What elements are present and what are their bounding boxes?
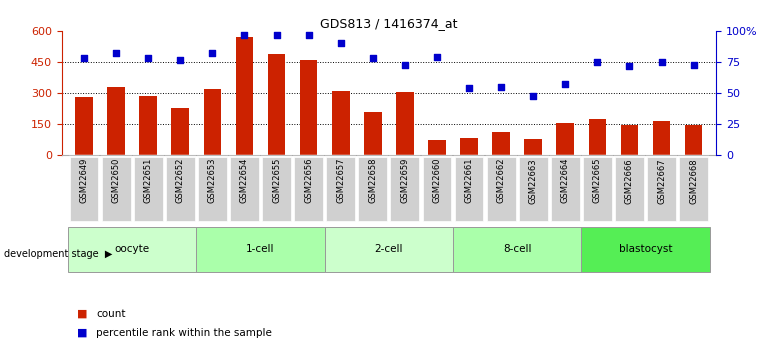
FancyBboxPatch shape bbox=[679, 157, 708, 221]
Point bbox=[495, 84, 507, 90]
Bar bbox=[396, 92, 413, 155]
Point bbox=[303, 32, 315, 38]
Text: GSM22657: GSM22657 bbox=[336, 158, 345, 204]
Text: ■: ■ bbox=[77, 309, 88, 319]
Bar bbox=[236, 37, 253, 155]
Bar bbox=[364, 112, 382, 155]
Point bbox=[399, 62, 411, 67]
Text: GSM22649: GSM22649 bbox=[79, 158, 89, 203]
Bar bbox=[300, 60, 317, 155]
Text: GSM22660: GSM22660 bbox=[433, 158, 441, 204]
FancyBboxPatch shape bbox=[615, 157, 644, 221]
Point bbox=[527, 93, 539, 98]
Point bbox=[110, 51, 122, 56]
Text: percentile rank within the sample: percentile rank within the sample bbox=[96, 328, 272, 338]
Text: GSM22662: GSM22662 bbox=[497, 158, 506, 204]
FancyBboxPatch shape bbox=[102, 157, 131, 221]
Text: GSM22652: GSM22652 bbox=[176, 158, 185, 203]
Bar bbox=[588, 119, 606, 155]
FancyBboxPatch shape bbox=[230, 157, 259, 221]
Text: GSM22658: GSM22658 bbox=[368, 158, 377, 204]
Bar bbox=[685, 125, 702, 155]
Text: ■: ■ bbox=[77, 328, 88, 338]
FancyBboxPatch shape bbox=[325, 227, 453, 272]
Bar bbox=[268, 54, 286, 155]
FancyBboxPatch shape bbox=[68, 227, 196, 272]
FancyBboxPatch shape bbox=[358, 157, 387, 221]
Text: GSM22665: GSM22665 bbox=[593, 158, 602, 204]
Text: GSM22659: GSM22659 bbox=[400, 158, 410, 203]
Point bbox=[559, 82, 571, 87]
Text: oocyte: oocyte bbox=[115, 244, 149, 254]
Point bbox=[270, 32, 283, 38]
Point bbox=[239, 32, 251, 38]
FancyBboxPatch shape bbox=[423, 157, 451, 221]
Bar bbox=[621, 125, 638, 155]
Bar bbox=[524, 139, 542, 155]
Point bbox=[431, 55, 444, 60]
Text: GSM22651: GSM22651 bbox=[144, 158, 152, 203]
Point bbox=[206, 51, 219, 56]
Text: GSM22650: GSM22650 bbox=[112, 158, 121, 203]
Bar bbox=[492, 132, 510, 155]
Text: GSM22666: GSM22666 bbox=[625, 158, 634, 204]
Point bbox=[367, 56, 379, 61]
FancyBboxPatch shape bbox=[454, 157, 484, 221]
Text: development stage  ▶: development stage ▶ bbox=[4, 249, 112, 258]
Text: count: count bbox=[96, 309, 126, 319]
Bar bbox=[428, 140, 446, 155]
Text: GSM22653: GSM22653 bbox=[208, 158, 217, 204]
FancyBboxPatch shape bbox=[262, 157, 291, 221]
Point bbox=[174, 57, 186, 62]
Bar bbox=[172, 108, 189, 155]
Text: 1-cell: 1-cell bbox=[246, 244, 275, 254]
Text: GSM22667: GSM22667 bbox=[657, 158, 666, 204]
Text: blastocyst: blastocyst bbox=[619, 244, 672, 254]
FancyBboxPatch shape bbox=[134, 157, 162, 221]
Point bbox=[463, 86, 475, 91]
Point bbox=[591, 59, 604, 65]
Point bbox=[142, 56, 155, 61]
Bar bbox=[332, 91, 350, 155]
Text: 8-cell: 8-cell bbox=[503, 244, 531, 254]
FancyBboxPatch shape bbox=[198, 157, 227, 221]
Title: GDS813 / 1416374_at: GDS813 / 1416374_at bbox=[320, 17, 457, 30]
FancyBboxPatch shape bbox=[581, 227, 710, 272]
FancyBboxPatch shape bbox=[196, 227, 325, 272]
Bar bbox=[75, 97, 93, 155]
Text: GSM22655: GSM22655 bbox=[272, 158, 281, 203]
Bar bbox=[653, 121, 671, 155]
Text: GSM22664: GSM22664 bbox=[561, 158, 570, 204]
FancyBboxPatch shape bbox=[453, 227, 581, 272]
FancyBboxPatch shape bbox=[326, 157, 355, 221]
FancyBboxPatch shape bbox=[583, 157, 612, 221]
Bar bbox=[557, 123, 574, 155]
Text: GSM22668: GSM22668 bbox=[689, 158, 698, 204]
FancyBboxPatch shape bbox=[551, 157, 580, 221]
FancyBboxPatch shape bbox=[69, 157, 99, 221]
Point bbox=[624, 63, 636, 69]
Point bbox=[655, 59, 668, 65]
Bar bbox=[107, 87, 125, 155]
Bar bbox=[460, 138, 478, 155]
Text: 2-cell: 2-cell bbox=[374, 244, 403, 254]
Point bbox=[334, 41, 346, 46]
Bar bbox=[139, 96, 157, 155]
FancyBboxPatch shape bbox=[390, 157, 420, 221]
FancyBboxPatch shape bbox=[519, 157, 547, 221]
Point bbox=[78, 56, 90, 61]
FancyBboxPatch shape bbox=[166, 157, 195, 221]
Bar bbox=[203, 89, 221, 155]
Text: GSM22663: GSM22663 bbox=[529, 158, 537, 204]
Text: GSM22654: GSM22654 bbox=[240, 158, 249, 203]
Point bbox=[688, 62, 700, 67]
FancyBboxPatch shape bbox=[647, 157, 676, 221]
Text: GSM22661: GSM22661 bbox=[464, 158, 474, 204]
FancyBboxPatch shape bbox=[487, 157, 516, 221]
Text: GSM22656: GSM22656 bbox=[304, 158, 313, 204]
FancyBboxPatch shape bbox=[294, 157, 323, 221]
